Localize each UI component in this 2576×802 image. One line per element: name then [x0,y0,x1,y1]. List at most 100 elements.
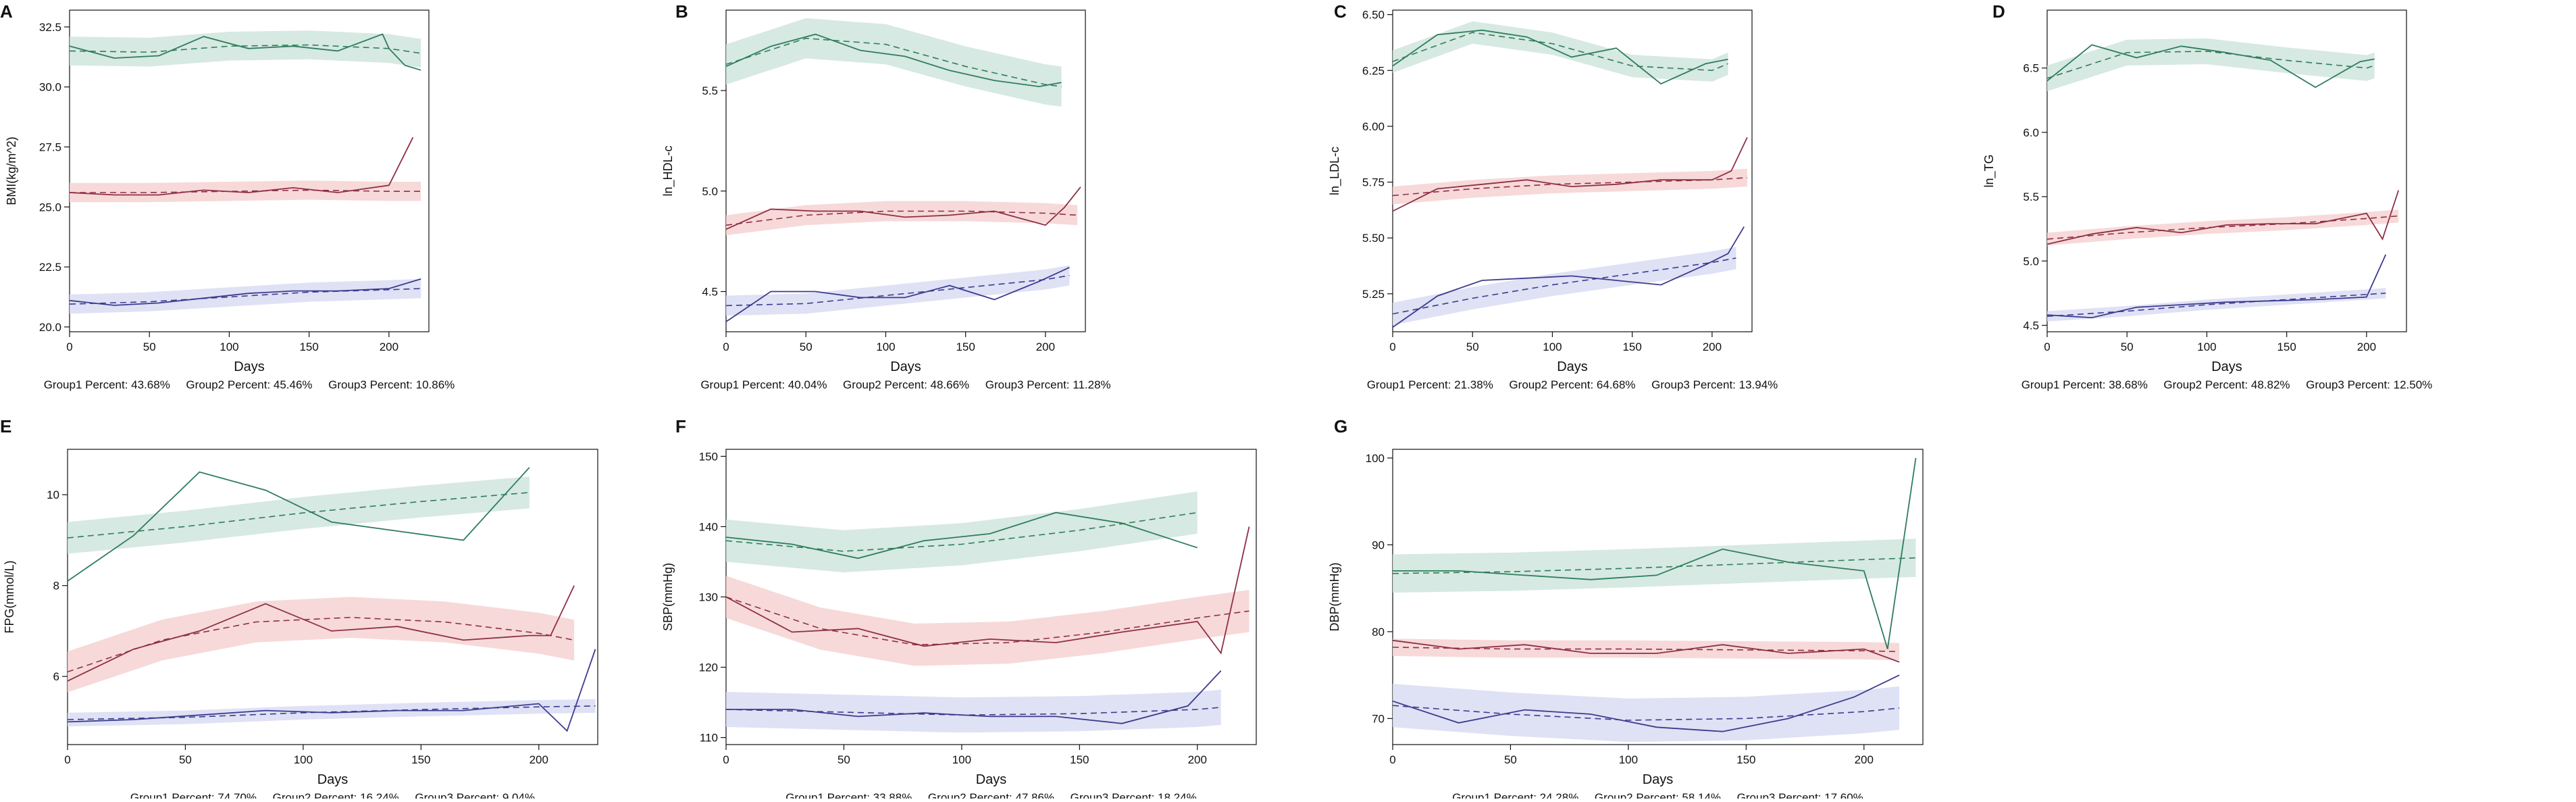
x-axis-label: Days [234,359,265,374]
observed-line-group1 [2046,44,2375,89]
x-tick-label: 0 [64,753,70,766]
plot-frame [1392,9,1753,332]
x-axis-label: Days [2211,359,2242,374]
panel-letter: C [1334,1,1347,22]
y-tick-label: 32.5 [39,21,61,34]
fitted-line-group2 [70,189,421,193]
x-tick-label: 100 [876,341,895,353]
group-percent-caption: Group1 Percent: 74.70% Group2 Percent: 1… [130,791,535,799]
y-tick-label: 100 [1366,452,1385,465]
plot-frame [1392,449,1924,745]
x-tick-label: 200 [380,341,398,353]
y-tick-label: 120 [699,661,718,674]
x-tick-label: 0 [2044,341,2050,353]
y-tick-label: 5.25 [1362,288,1385,301]
y-tick-label: 6.5 [2023,62,2039,75]
confidence-band-group2 [68,597,575,693]
panel-e: E FPG(mmol/L) Days Group1 Percent: 74.70… [0,416,598,802]
group-percent-caption: Group1 Percent: 40.04% Group2 Percent: 4… [700,378,1110,391]
fitted-line-group2 [725,596,1250,646]
observed-line-group3 [1392,226,1745,328]
y-tick-label: 8 [53,580,59,593]
plot-frame [725,9,1086,332]
panel-letter: A [0,1,13,22]
x-tick-label: 150 [1070,753,1089,766]
observed-line-group3 [725,266,1070,322]
confidence-band-group1 [1393,538,1916,593]
y-tick-label: 70 [1372,712,1385,725]
y-tick-label: 150 [699,450,718,463]
y-axis-label: BMI(kg/m^2) [5,136,18,205]
observed-line-group3 [69,278,421,306]
x-tick-label: 50 [838,753,850,766]
plot-frame [2046,9,2407,332]
y-tick-label: 5.0 [702,185,718,198]
plot-area: 0 50 100 150 200 110 120 130 140 150 [699,449,1257,766]
observed-line-group2 [1392,137,1748,212]
observed-line-group1 [1392,29,1728,85]
fitted-line-group3 [725,274,1070,307]
x-tick-label: 0 [66,341,72,353]
observed-line-group3 [67,649,596,732]
plot-area: 0 50 100 150 200 5.25 5.50 5.75 6.00 6.25 6.50 [1362,9,1753,353]
confidence-band-group3 [1393,247,1736,326]
fitted-line-group3 [725,707,1221,716]
plot-area: 0 50 100 150 200 4.5 5.0 5.5 [702,9,1086,353]
x-tick-label: 200 [1855,753,1874,766]
x-tick-label: 100 [294,753,313,766]
x-axis-label: Days [1643,772,1674,787]
x-axis-label: Days [317,772,349,787]
x-tick-label: 50 [800,341,813,353]
y-tick-label: 4.5 [702,286,718,299]
confidence-band-group2 [2047,209,2399,246]
plot-area: 0 50 100 150 200 4.5 5.0 5.5 6.0 6.5 [2023,9,2407,353]
panel-letter: B [675,1,688,22]
x-tick-label: 100 [2197,341,2216,353]
fitted-line-group1 [725,37,1062,87]
y-axis-label: ln_HDL-c [661,145,675,196]
observed-line-group2 [69,136,414,196]
observed-line-group1 [725,33,1062,88]
x-tick-label: 150 [956,341,975,353]
group-percent-caption: Group1 Percent: 38.68% Group2 Percent: 4… [2021,378,2433,391]
y-tick-label: 6.25 [1362,64,1385,77]
y-axis-label: FPG(mmol/L) [3,561,16,634]
plot-area: 0 50 100 150 200 6 8 10 [47,449,598,766]
x-tick-label: 0 [1389,753,1395,766]
x-tick-label: 200 [2357,341,2376,353]
y-tick-label: 6.0 [2023,126,2039,139]
plot-frame [67,449,598,745]
x-tick-label: 50 [1504,753,1517,766]
fitted-line-group2 [67,616,575,673]
fitted-line-group2 [725,210,1078,226]
x-tick-label: 150 [299,341,318,353]
y-tick-label: 90 [1372,538,1385,551]
fitted-line-group2 [2046,215,2399,240]
confidence-band-group1 [68,476,530,554]
fitted-line-group1 [1392,557,1916,574]
y-tick-label: 5.50 [1362,232,1385,245]
y-tick-label: 140 [699,520,718,533]
x-tick-label: 0 [723,341,729,353]
confidence-band-group1 [726,491,1197,573]
x-tick-label: 200 [1188,753,1207,766]
y-axis-label: SBP(mmHg) [661,563,675,631]
observed-line-group2 [725,526,1250,655]
x-tick-label: 100 [1619,753,1638,766]
fitted-line-group2 [1392,177,1747,197]
group-percent-caption: Group1 Percent: 43.68% Group2 Percent: 4… [44,378,455,391]
y-tick-label: 4.5 [2023,319,2039,332]
confidence-band-group3 [1393,684,1900,743]
observed-line-group1 [67,467,530,582]
y-tick-label: 5.5 [2023,191,2039,203]
panel-letter: E [0,416,11,436]
y-tick-label: 6 [53,670,59,683]
x-tick-label: 150 [2277,341,2296,353]
observed-line-group3 [2046,254,2387,319]
y-tick-label: 20.0 [39,321,61,334]
y-tick-label: 22.5 [39,261,61,274]
panel-c: C ln_LDL-c Days Group1 Percent: 21.38% G… [1328,1,1778,391]
observed-line-group3 [1392,674,1900,732]
